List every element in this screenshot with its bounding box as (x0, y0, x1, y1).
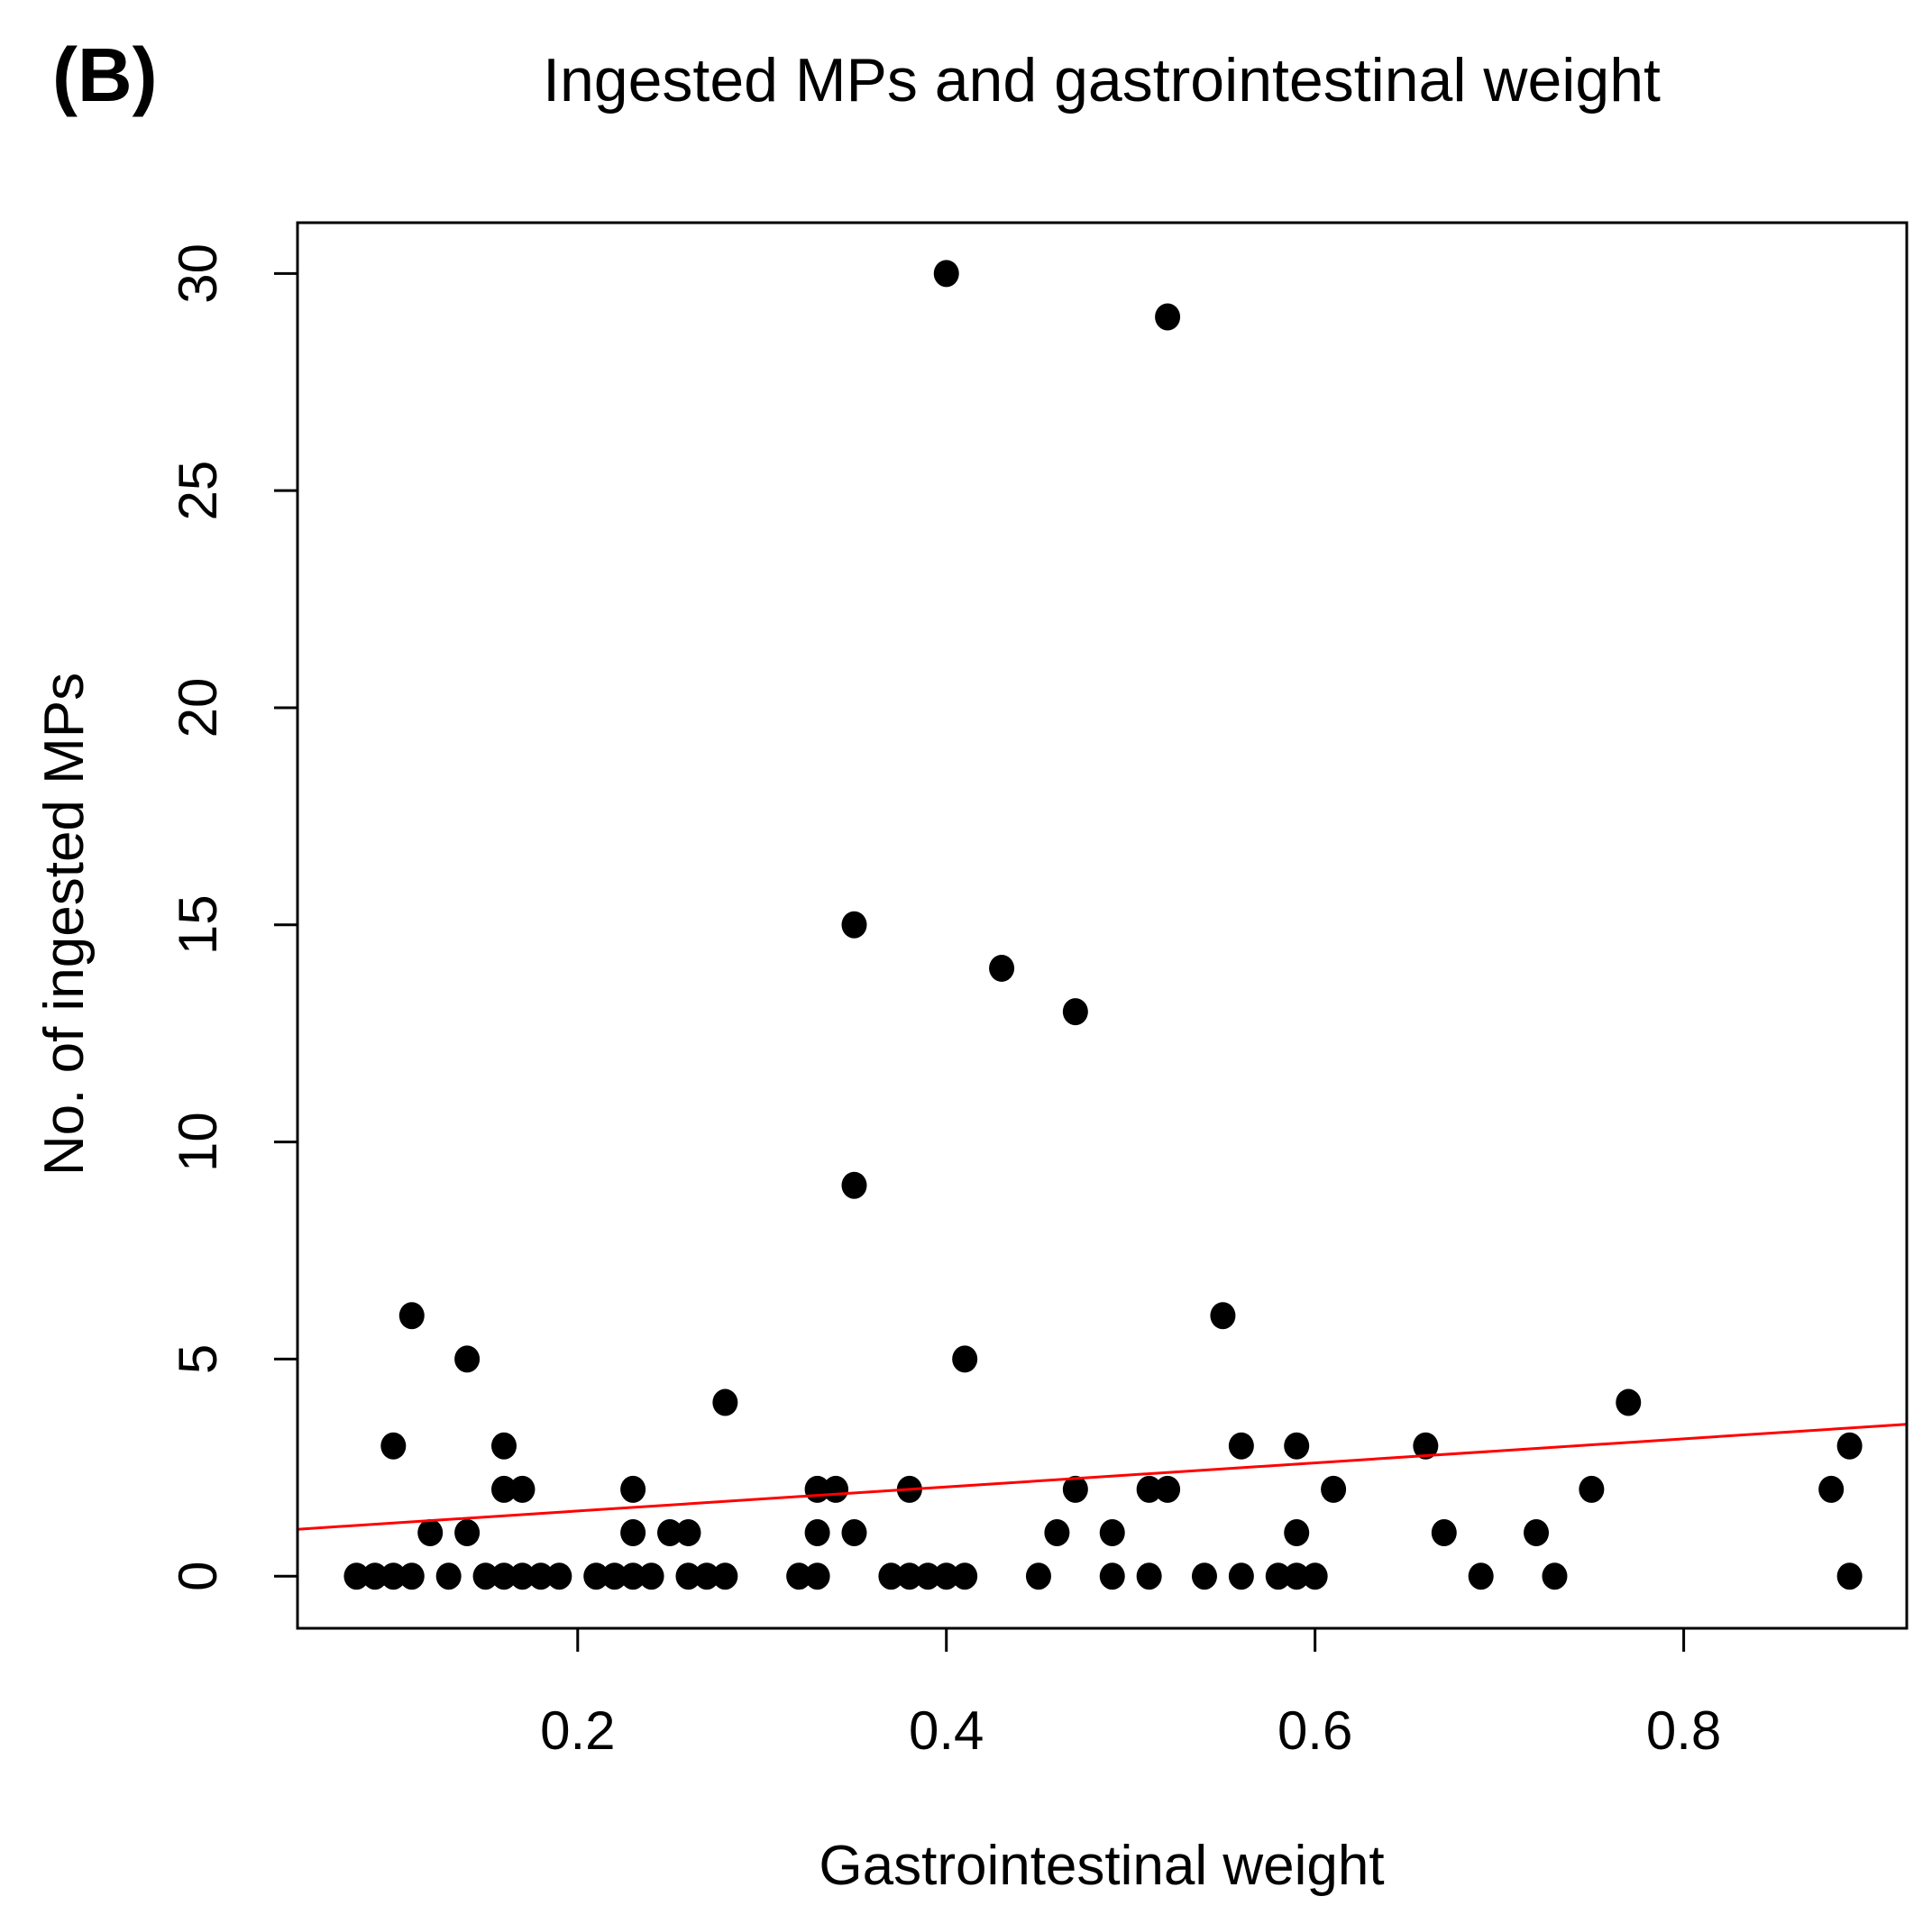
data-point (509, 1562, 536, 1590)
data-point (1044, 1519, 1070, 1547)
data-point (472, 1562, 499, 1590)
data-point (1099, 1519, 1125, 1547)
y-tick-label: 10 (168, 1112, 228, 1172)
data-point (804, 1562, 830, 1590)
y-tick-label: 25 (168, 461, 228, 521)
data-point (1099, 1562, 1125, 1590)
data-point (1579, 1475, 1605, 1503)
x-tick-label: 0.4 (909, 1700, 984, 1761)
data-point (952, 1345, 978, 1373)
y-tick-label: 30 (168, 243, 228, 304)
data-point (362, 1562, 388, 1590)
data-point (601, 1562, 627, 1590)
x-axis-label: Gastrointestinal weight (819, 1835, 1384, 1897)
data-point (1284, 1562, 1310, 1590)
regression-line (297, 1423, 1908, 1531)
data-point (841, 911, 867, 939)
data-point (989, 954, 1015, 982)
data-point (712, 1388, 738, 1416)
data-point (1321, 1475, 1347, 1503)
data-point (380, 1562, 407, 1590)
y-tick-label: 5 (168, 1344, 228, 1374)
data-point (1818, 1475, 1845, 1503)
data-point (435, 1562, 462, 1590)
data-point (804, 1519, 830, 1547)
data-point (1413, 1432, 1439, 1460)
y-tick-label: 15 (168, 894, 228, 955)
y-tick-label: 0 (168, 1562, 228, 1591)
plot-frame (296, 221, 1909, 1630)
data-point (398, 1302, 425, 1330)
data-point (1265, 1562, 1291, 1590)
data-point (620, 1519, 646, 1547)
data-point (1062, 998, 1088, 1026)
panel-label: (B) (52, 32, 158, 117)
data-point (1836, 1562, 1863, 1590)
data-point (1616, 1388, 1642, 1416)
x-tick-label: 0.6 (1277, 1700, 1352, 1761)
data-point (1524, 1519, 1550, 1547)
chart-title: Ingested MPs and gastrointestinal weight (543, 46, 1661, 115)
data-point (786, 1562, 812, 1590)
data-point (1228, 1432, 1254, 1460)
data-point (454, 1345, 481, 1373)
data-point (454, 1519, 481, 1547)
data-point (1136, 1562, 1162, 1590)
data-point (1228, 1562, 1254, 1590)
data-point (509, 1475, 536, 1503)
data-point (491, 1475, 517, 1503)
data-point (638, 1562, 664, 1590)
data-point (878, 1562, 904, 1590)
data-point (380, 1432, 407, 1460)
data-point (1191, 1562, 1217, 1590)
data-point (491, 1432, 517, 1460)
data-point (620, 1562, 646, 1590)
data-point (1284, 1432, 1310, 1460)
data-point (1155, 1475, 1181, 1503)
data-point (1062, 1475, 1088, 1503)
data-point (417, 1519, 444, 1547)
data-point (1025, 1562, 1051, 1590)
data-point (915, 1562, 941, 1590)
data-point (491, 1562, 517, 1590)
data-point (1431, 1519, 1457, 1547)
data-point (896, 1562, 922, 1590)
data-point (546, 1562, 572, 1590)
y-tick-label: 20 (168, 678, 228, 738)
data-point (1284, 1519, 1310, 1547)
data-point (620, 1475, 646, 1503)
y-axis-label: No. of ingested MPs (33, 673, 96, 1176)
data-point (1542, 1562, 1568, 1590)
data-point (712, 1562, 738, 1590)
data-point (1136, 1475, 1162, 1503)
data-point (1210, 1302, 1236, 1330)
data-point (675, 1562, 701, 1590)
data-point (841, 1519, 867, 1547)
data-point (1836, 1432, 1863, 1460)
data-point (823, 1475, 849, 1503)
x-tick-label: 0.8 (1646, 1700, 1721, 1761)
data-point (583, 1562, 609, 1590)
data-point (1155, 303, 1181, 331)
data-point (933, 1562, 959, 1590)
data-point (693, 1562, 719, 1590)
data-point (841, 1171, 867, 1199)
x-tick-label: 0.2 (540, 1700, 615, 1761)
data-point (1468, 1562, 1494, 1590)
data-point (343, 1562, 370, 1590)
data-point (952, 1562, 978, 1590)
data-point (657, 1519, 683, 1547)
data-point (527, 1562, 554, 1590)
data-point (675, 1519, 701, 1547)
data-point (933, 260, 959, 288)
data-point (1302, 1562, 1328, 1590)
data-point (398, 1562, 425, 1590)
